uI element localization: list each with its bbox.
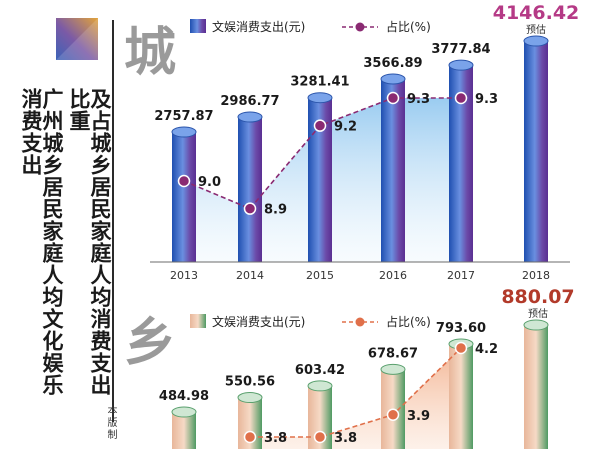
bar-body bbox=[172, 132, 196, 262]
bar-cap bbox=[307, 380, 333, 392]
share-value-label: 3.8 bbox=[264, 431, 287, 446]
share-marker-2017 bbox=[454, 341, 468, 355]
share-marker-2015 bbox=[313, 119, 327, 132]
headline-line-2: 广州城乡居民家庭人均文化娱乐消费支出 bbox=[19, 88, 64, 396]
share-marker-2016 bbox=[386, 408, 400, 421]
bar-urban-2016: 3566.89 bbox=[363, 56, 423, 262]
bar-value-label: 2757.87 bbox=[154, 109, 213, 124]
share-marker-2014 bbox=[243, 430, 257, 444]
bar-cap bbox=[523, 35, 549, 47]
share-value-label: 9.3 bbox=[407, 92, 430, 107]
share-line-rural bbox=[250, 347, 462, 438]
legend-urban: 文娱消费支出(元) 占比(%) bbox=[190, 19, 431, 34]
credit-text: 本版制 bbox=[105, 405, 116, 441]
bar-value-label: 603.42 bbox=[295, 363, 345, 378]
legend-rural: 文娱消费支出(元) 占比(%) bbox=[190, 314, 431, 329]
legend-bar-swatch bbox=[190, 314, 206, 328]
bar-value-label: 678.67 bbox=[368, 346, 418, 361]
bar-body bbox=[524, 41, 548, 262]
bar-body bbox=[172, 412, 196, 449]
bar-body bbox=[524, 325, 548, 449]
legend-line-marker bbox=[355, 317, 365, 327]
share-value-label: 9.0 bbox=[198, 175, 221, 190]
x-tick-label: 2018 bbox=[522, 269, 550, 282]
bar-cap bbox=[237, 392, 263, 404]
estimate-label: 预估 bbox=[528, 307, 548, 320]
share-value-label: 9.2 bbox=[334, 120, 357, 135]
legend-line-label: 占比(%) bbox=[386, 19, 431, 34]
bar-cap bbox=[380, 363, 406, 375]
x-tick-label: 2013 bbox=[170, 269, 198, 282]
rural-chart: 乡 文娱消费支出(元) 占比(%) 484.98 550.56 603.42 678.67 7… bbox=[124, 286, 575, 449]
share-value-label: 3.9 bbox=[407, 409, 430, 424]
bar-body bbox=[449, 344, 473, 449]
bar-value-label: 2986.77 bbox=[220, 94, 279, 109]
bar-cap bbox=[448, 59, 474, 71]
bar-rural-2013: 484.98 bbox=[159, 389, 209, 449]
bar-urban-2014: 2986.77 bbox=[220, 94, 280, 262]
logo-icon bbox=[56, 18, 98, 60]
bar-cap bbox=[523, 319, 549, 331]
bar-cap bbox=[380, 73, 406, 85]
bar-value-label: 793.60 bbox=[436, 321, 486, 336]
headline-line-1: 及占城乡居民家庭人均消费支出比重 bbox=[67, 88, 112, 396]
share-marker-2016 bbox=[386, 91, 400, 105]
divider-line bbox=[112, 20, 114, 422]
share-value-label: 4.2 bbox=[475, 342, 498, 357]
legend-bar-label: 文娱消费支出(元) bbox=[212, 314, 305, 329]
legend-line-label: 占比(%) bbox=[386, 314, 431, 329]
line-area-rural bbox=[250, 348, 461, 449]
bar-value-label: 3566.89 bbox=[363, 56, 422, 71]
bar-value-label: 550.56 bbox=[225, 375, 275, 390]
x-tick-label: 2016 bbox=[379, 269, 407, 282]
share-marker-2017 bbox=[454, 91, 468, 105]
x-tick-label: 2015 bbox=[306, 269, 334, 282]
bar-cap bbox=[171, 406, 197, 418]
share-marker-2013 bbox=[177, 174, 191, 188]
bar-urban-2015: 3281.41 bbox=[290, 75, 350, 262]
bar-body bbox=[381, 78, 405, 262]
bar-value-label: 3777.84 bbox=[431, 42, 490, 57]
bar-urban-2017: 3777.84 bbox=[431, 42, 491, 262]
legend-bar-swatch bbox=[190, 19, 206, 33]
legend-line-marker bbox=[355, 22, 365, 32]
bar-body bbox=[238, 116, 262, 262]
bar-cap bbox=[237, 111, 263, 123]
estimate-label: 预估 bbox=[526, 23, 546, 36]
bar-value-label: 3281.41 bbox=[290, 75, 349, 90]
share-value-label: 8.9 bbox=[264, 203, 287, 218]
headline: 及占城乡居民家庭人均消费支出比重 广州城乡居民家庭人均文化娱乐消费支出 bbox=[19, 88, 112, 408]
panel-glyph-rural: 乡 bbox=[124, 313, 176, 373]
bar-rural-2015: 603.42 bbox=[295, 363, 345, 449]
share-marker-2014 bbox=[243, 202, 257, 215]
share-value-label: 9.3 bbox=[475, 92, 498, 107]
urban-chart: 城 文娱消费支出(元) 占比(%) 2757.87 2986.77 3281.41 3566… bbox=[124, 2, 579, 282]
bar-value-label: 4146.42 bbox=[493, 2, 580, 24]
legend-bar-label: 文娱消费支出(元) bbox=[212, 19, 305, 34]
bar-value-label: 484.98 bbox=[159, 389, 209, 404]
bar-cap bbox=[171, 126, 197, 138]
bar-urban-2013: 2757.87 bbox=[154, 109, 214, 262]
x-tick-label: 2017 bbox=[447, 269, 475, 282]
share-marker-2015 bbox=[313, 430, 327, 444]
panel-glyph-urban: 城 bbox=[124, 23, 176, 83]
bar-cap bbox=[307, 92, 333, 104]
bar-value-label: 880.07 bbox=[501, 286, 574, 308]
x-tick-label: 2014 bbox=[236, 269, 264, 282]
share-value-label: 3.8 bbox=[334, 431, 357, 446]
